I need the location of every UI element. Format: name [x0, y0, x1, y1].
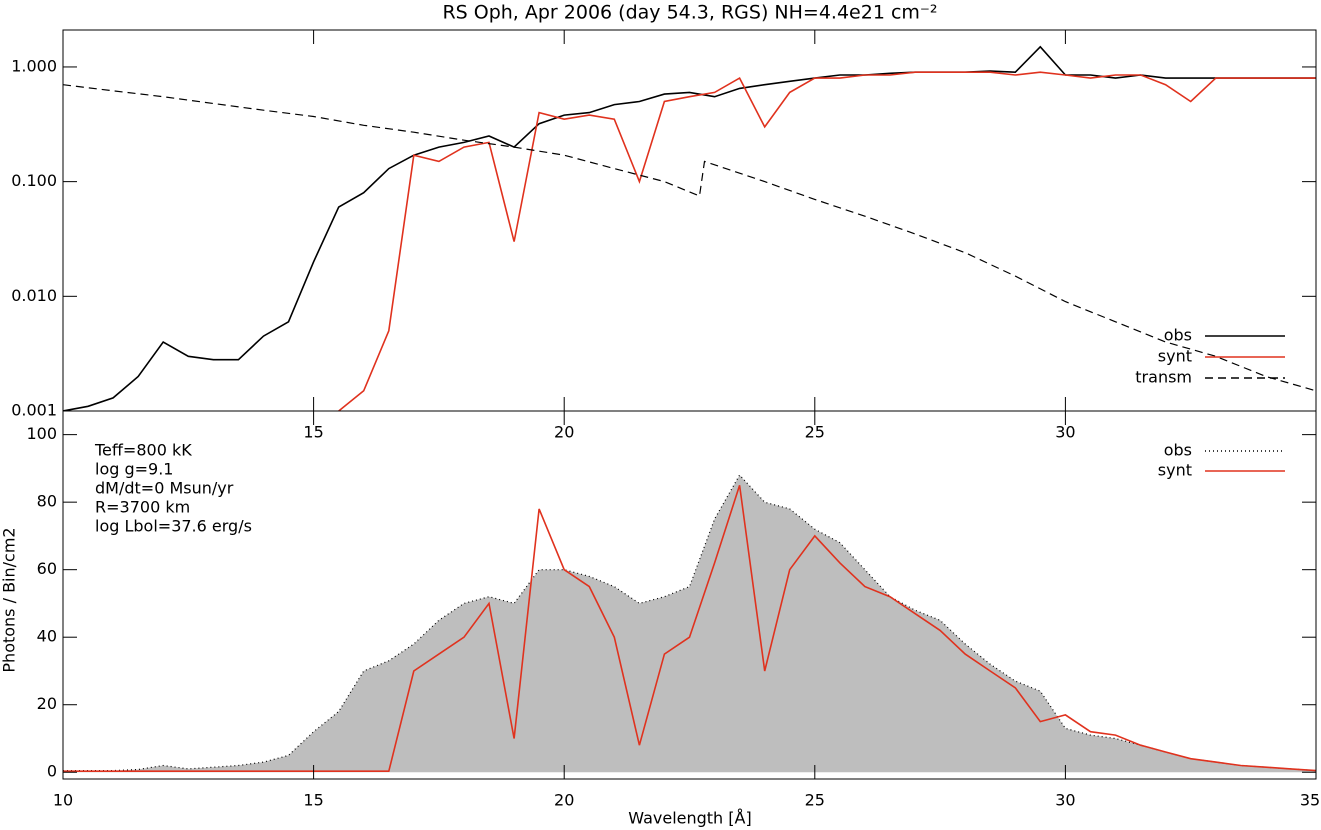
annotation: Teff=800 kK [94, 441, 192, 460]
y-tick-label: 40 [37, 627, 57, 646]
annotation: R=3700 km [95, 498, 190, 517]
y-tick-label: 1.000 [11, 56, 57, 75]
chart-title: RS Oph, Apr 2006 (day 54.3, RGS) NH=4.4e… [442, 2, 937, 24]
x-tick-label: 10 [53, 791, 73, 810]
annotation: log g=9.1 [95, 460, 173, 479]
plot-frame [62, 410, 1317, 780]
x-tick-label: 25 [805, 423, 825, 442]
series-line [63, 84, 1316, 392]
y-tick-label: 100 [26, 424, 57, 443]
y-tick-label: 0.100 [11, 171, 57, 190]
series-line [63, 45, 1316, 411]
x-tick-label: 30 [1055, 423, 1075, 442]
legend-label: synt [1158, 461, 1192, 480]
y-tick-label: 60 [37, 559, 57, 578]
y-tick-label: 0.001 [11, 401, 57, 420]
y-tick-label: 0 [47, 762, 57, 781]
legend-label: synt [1158, 347, 1192, 366]
y-axis-label: Photons / Bin/cm2 [0, 527, 19, 672]
x-tick-label: 30 [1055, 791, 1075, 810]
plot-area [63, 474, 1316, 773]
x-tick-label: 15 [303, 423, 323, 442]
legend-label: obs [1164, 441, 1192, 460]
annotation: log Lbol=37.6 erg/s [95, 517, 252, 536]
y-tick-label: 0.010 [11, 286, 57, 305]
legend-label: obs [1164, 326, 1192, 345]
x-tick-label: 15 [303, 791, 323, 810]
x-axis-label: Wavelength [Å] [628, 809, 751, 828]
area [63, 475, 1316, 773]
plot-frame [62, 29, 1317, 412]
y-tick-label: 80 [37, 492, 57, 511]
x-tick-label: 25 [805, 791, 825, 810]
x-tick-label: 20 [554, 791, 574, 810]
y-tick-label: 20 [37, 694, 57, 713]
plot-area [63, 45, 1316, 411]
annotation: dM/dt=0 Msun/yr [95, 479, 234, 498]
x-tick-label: 35 [1300, 791, 1320, 810]
series-line [63, 485, 1316, 772]
series-line [338, 71, 1316, 411]
x-tick-label: 20 [554, 423, 574, 442]
legend-label: transm [1135, 368, 1192, 387]
